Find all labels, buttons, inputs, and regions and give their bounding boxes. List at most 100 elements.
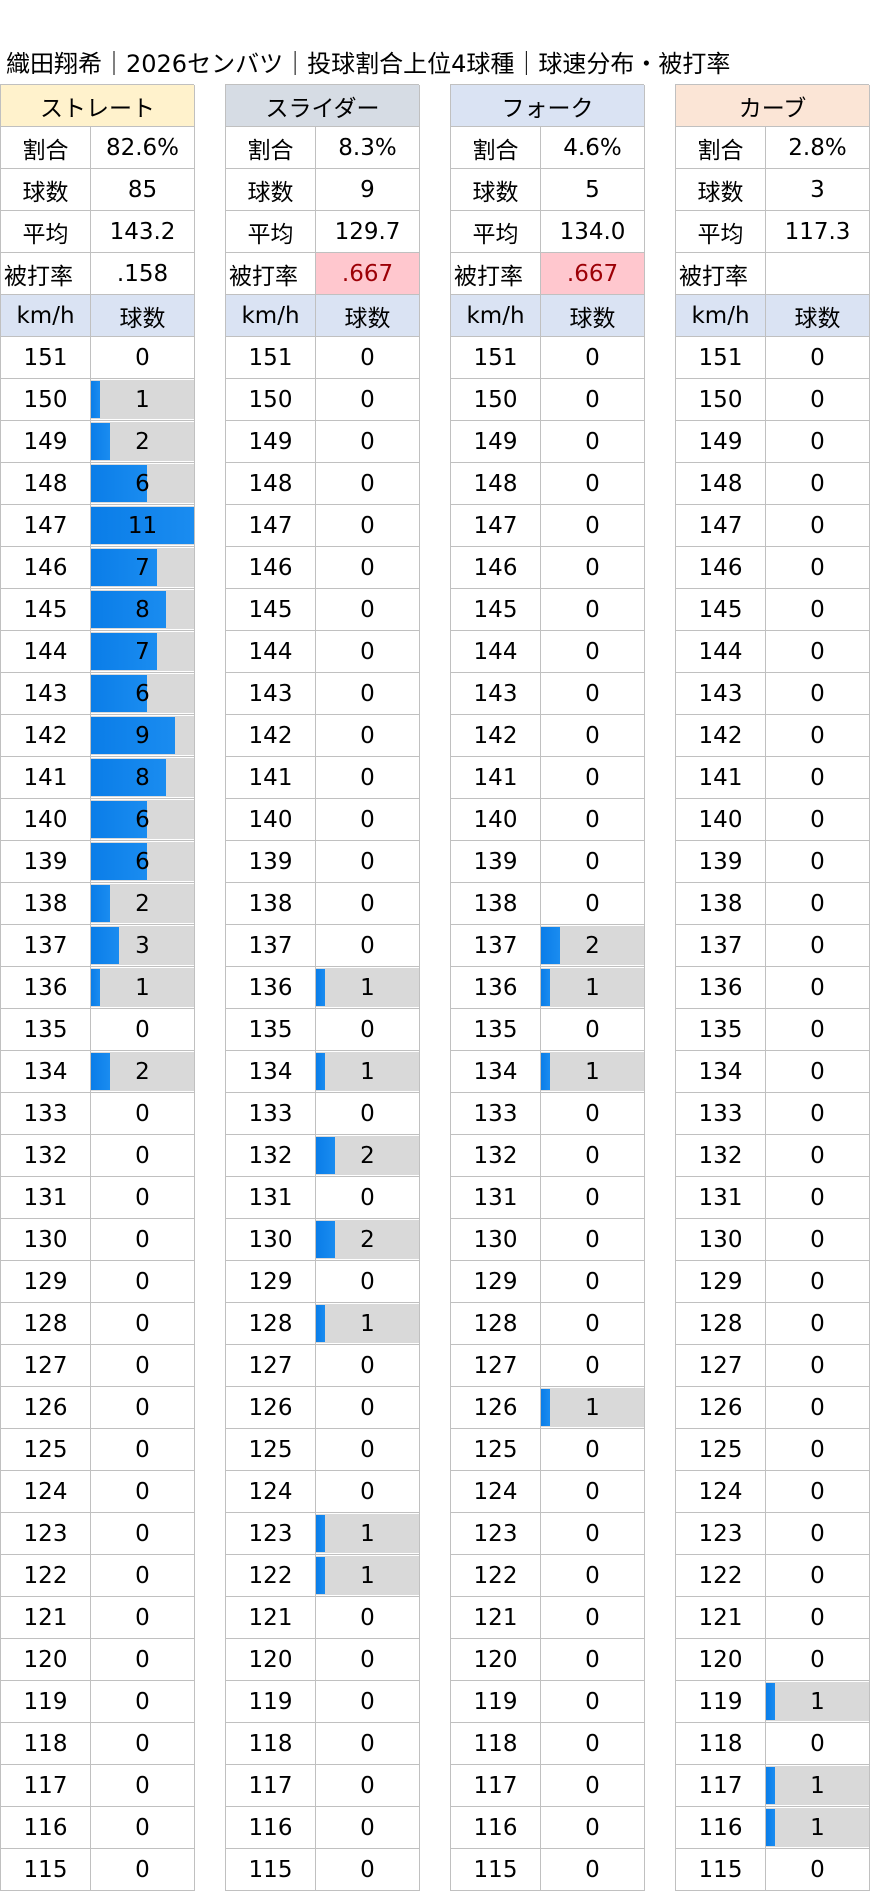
count: 1 <box>810 1814 825 1841</box>
count: 0 <box>810 932 825 959</box>
count-cell: 2 <box>91 421 195 463</box>
count-cell: 0 <box>766 715 870 757</box>
count: 0 <box>360 722 375 749</box>
stat-label: 平均 <box>1 211 91 253</box>
count: 0 <box>360 764 375 791</box>
speed: 127 <box>1 1345 91 1387</box>
speed: 121 <box>1 1597 91 1639</box>
count: 1 <box>810 1772 825 1799</box>
speed: 129 <box>226 1261 316 1303</box>
count: 0 <box>810 1226 825 1253</box>
count-cell: 0 <box>541 1135 645 1177</box>
stat-value: 143.2 <box>91 211 195 253</box>
speed: 148 <box>676 463 766 505</box>
count: 0 <box>135 1016 150 1043</box>
count: 9 <box>135 722 150 749</box>
count-cell: 0 <box>316 1429 420 1471</box>
count: 0 <box>360 1856 375 1883</box>
count: 6 <box>135 848 150 875</box>
stat-value: 117.3 <box>766 211 870 253</box>
count: 0 <box>360 1604 375 1631</box>
count: 0 <box>360 848 375 875</box>
speed: 129 <box>451 1261 541 1303</box>
speed: 143 <box>676 673 766 715</box>
speed: 120 <box>451 1639 541 1681</box>
speed: 151 <box>676 337 766 379</box>
count: 6 <box>135 806 150 833</box>
speed: 123 <box>451 1513 541 1555</box>
speed: 124 <box>1 1471 91 1513</box>
speed: 132 <box>451 1135 541 1177</box>
count-cell: 0 <box>541 1471 645 1513</box>
speed: 143 <box>226 673 316 715</box>
bar-background <box>541 1388 644 1427</box>
count: 7 <box>135 638 150 665</box>
speed: 118 <box>676 1723 766 1765</box>
speed: 150 <box>676 379 766 421</box>
speed: 150 <box>1 379 91 421</box>
count-cell: 2 <box>91 1051 195 1093</box>
data-bar <box>91 759 166 796</box>
stat-value: 5 <box>541 169 645 211</box>
count-cell: 0 <box>541 1009 645 1051</box>
count-cell: 0 <box>541 1807 645 1849</box>
count: 0 <box>585 1310 600 1337</box>
count: 0 <box>135 1268 150 1295</box>
count-cell: 11 <box>91 505 195 547</box>
count-cell: 0 <box>766 799 870 841</box>
speed: 146 <box>676 547 766 589</box>
speed: 144 <box>676 631 766 673</box>
count-cell: 0 <box>541 1639 645 1681</box>
data-bar <box>766 1683 776 1720</box>
speed: 150 <box>451 379 541 421</box>
speed: 144 <box>451 631 541 673</box>
count: 0 <box>585 344 600 371</box>
count: 0 <box>360 554 375 581</box>
count-cell: 0 <box>541 1597 645 1639</box>
count: 0 <box>810 428 825 455</box>
speed: 149 <box>676 421 766 463</box>
count-cell: 1 <box>541 967 645 1009</box>
count: 0 <box>585 1688 600 1715</box>
data-bar <box>766 1767 776 1804</box>
count: 0 <box>135 1856 150 1883</box>
count: 0 <box>810 1100 825 1127</box>
count-cell: 2 <box>316 1135 420 1177</box>
column-header: 球数 <box>541 295 645 337</box>
data-bar <box>541 969 551 1006</box>
speed: 122 <box>676 1555 766 1597</box>
speed: 136 <box>676 967 766 1009</box>
count-cell: 0 <box>541 505 645 547</box>
count-cell: 0 <box>541 631 645 673</box>
data-bar <box>91 381 101 418</box>
count-cell: 0 <box>91 1303 195 1345</box>
count-cell: 0 <box>766 1597 870 1639</box>
count-cell: 0 <box>316 421 420 463</box>
count: 1 <box>360 1562 375 1589</box>
data-bar <box>316 1557 326 1594</box>
count-cell: 0 <box>91 1009 195 1051</box>
count-cell: 0 <box>316 673 420 715</box>
speed: 123 <box>226 1513 316 1555</box>
count-cell: 0 <box>766 673 870 715</box>
count-cell: 0 <box>766 1051 870 1093</box>
count-cell: 0 <box>91 1135 195 1177</box>
count-cell: 1 <box>91 967 195 1009</box>
pitch-name: カーブ <box>676 85 870 127</box>
count: 0 <box>810 890 825 917</box>
speed: 134 <box>451 1051 541 1093</box>
count: 0 <box>360 512 375 539</box>
count-cell: 8 <box>91 757 195 799</box>
count-cell: 0 <box>316 841 420 883</box>
speed: 119 <box>1 1681 91 1723</box>
count: 2 <box>135 1058 150 1085</box>
speed: 136 <box>451 967 541 1009</box>
count-cell: 0 <box>766 1513 870 1555</box>
speed: 120 <box>226 1639 316 1681</box>
count-cell: 0 <box>91 1597 195 1639</box>
stat-label: 球数 <box>451 169 541 211</box>
count-cell: 0 <box>541 1849 645 1891</box>
count: 0 <box>810 848 825 875</box>
speed: 117 <box>676 1765 766 1807</box>
